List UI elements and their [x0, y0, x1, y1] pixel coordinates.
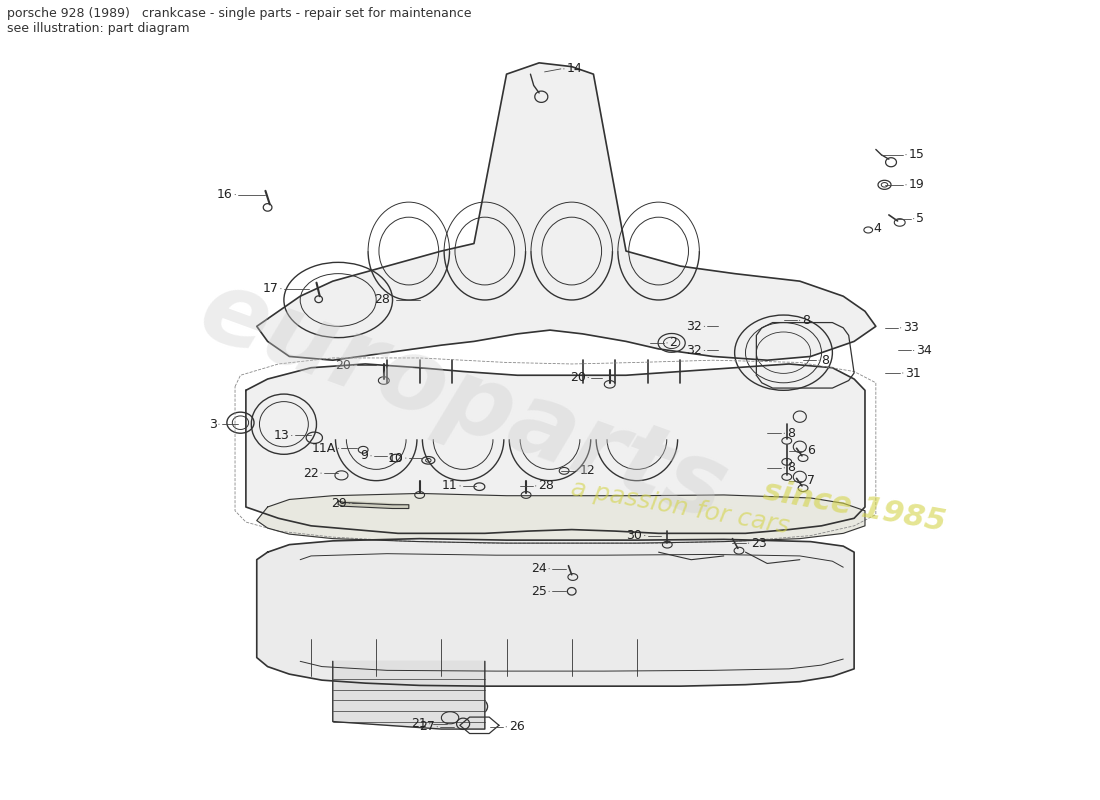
Text: 8: 8: [786, 426, 795, 440]
Text: 5: 5: [916, 212, 924, 225]
Text: 28: 28: [538, 479, 554, 493]
Text: 23: 23: [751, 537, 767, 550]
Text: 30: 30: [626, 529, 642, 542]
Text: 4: 4: [873, 222, 881, 235]
Text: 33: 33: [903, 322, 918, 334]
Text: 20: 20: [336, 359, 351, 372]
Text: 24: 24: [531, 562, 547, 575]
Text: 9: 9: [361, 450, 368, 462]
Text: europarts: europarts: [187, 262, 739, 542]
Text: 21: 21: [411, 718, 427, 730]
Text: 25: 25: [531, 585, 547, 598]
Polygon shape: [338, 501, 409, 509]
Text: 34: 34: [916, 344, 932, 357]
Text: 31: 31: [905, 366, 921, 379]
Text: 10: 10: [387, 451, 404, 465]
Polygon shape: [246, 364, 865, 534]
Text: 8: 8: [786, 462, 795, 474]
Text: 19: 19: [909, 178, 924, 191]
Text: 11A: 11A: [311, 442, 336, 454]
Text: 7: 7: [807, 474, 815, 487]
Text: 2: 2: [670, 336, 678, 350]
Text: 27: 27: [419, 720, 435, 734]
Polygon shape: [256, 63, 876, 360]
Text: 20: 20: [570, 371, 586, 384]
Polygon shape: [256, 538, 854, 686]
Text: 22: 22: [302, 466, 319, 480]
Text: 6: 6: [807, 444, 815, 457]
Text: 28: 28: [374, 294, 390, 306]
Text: 17: 17: [263, 282, 278, 295]
Polygon shape: [333, 662, 485, 729]
Polygon shape: [256, 494, 865, 543]
Text: 8: 8: [802, 314, 810, 327]
Text: 15: 15: [909, 148, 924, 161]
Text: 11: 11: [442, 479, 458, 493]
Text: 29: 29: [331, 497, 346, 510]
Text: 8: 8: [822, 354, 829, 366]
Text: 16: 16: [217, 188, 233, 201]
Text: porsche 928 (1989)   crankcase - single parts - repair set for maintenance
see i: porsche 928 (1989) crankcase - single pa…: [7, 7, 472, 35]
Text: 3: 3: [209, 418, 217, 430]
Text: since 1985: since 1985: [760, 477, 947, 538]
Text: 32: 32: [686, 344, 702, 357]
Text: 32: 32: [686, 320, 702, 333]
Text: 12: 12: [580, 464, 595, 478]
Text: a passion for cars: a passion for cars: [569, 476, 791, 538]
Text: 26: 26: [508, 720, 525, 734]
Text: 13: 13: [274, 429, 289, 442]
Text: 14: 14: [566, 62, 582, 75]
